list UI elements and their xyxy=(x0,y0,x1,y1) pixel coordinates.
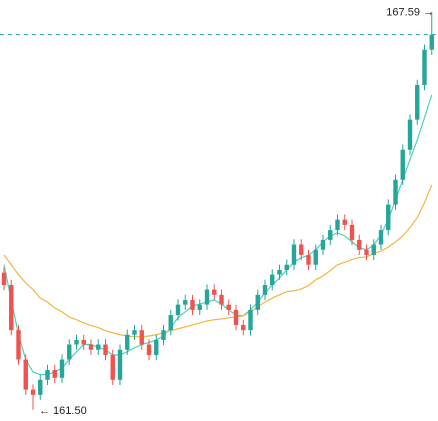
candle-body xyxy=(270,274,275,286)
candle-body xyxy=(1,272,7,286)
candle-body xyxy=(132,330,137,335)
candle-body xyxy=(407,119,413,150)
candle-body xyxy=(291,244,297,265)
candle-body xyxy=(226,304,231,310)
candle-body xyxy=(364,249,369,255)
candle-body xyxy=(371,244,376,255)
candle-body xyxy=(23,359,28,390)
candle-body xyxy=(81,339,86,345)
candle-body xyxy=(415,84,420,120)
candle-body xyxy=(335,219,340,231)
low-label: ← 161.50 xyxy=(39,405,87,417)
high-label: 167.59 → xyxy=(386,7,434,19)
candle-body xyxy=(255,294,260,310)
candle-body xyxy=(168,315,173,331)
candle-body xyxy=(59,359,65,378)
candle-body xyxy=(306,254,311,265)
candle-body xyxy=(328,230,333,240)
candle-body xyxy=(88,344,94,350)
candle-body xyxy=(197,304,202,310)
candle-body xyxy=(110,354,115,380)
candle-body xyxy=(117,349,123,380)
candle-body xyxy=(277,269,282,275)
candle-body xyxy=(248,309,253,331)
candle-body xyxy=(74,339,79,345)
candle-body xyxy=(146,344,152,355)
moving-average xyxy=(3,184,433,338)
candle-body xyxy=(125,334,130,350)
candle-body xyxy=(103,344,108,355)
candle-body xyxy=(262,285,268,295)
candle-body xyxy=(429,34,434,50)
candle-body xyxy=(16,330,21,360)
candle-body xyxy=(212,289,217,295)
candle-body xyxy=(139,330,144,345)
candle-body xyxy=(284,264,289,270)
candle-body xyxy=(400,149,405,180)
candle-body xyxy=(9,285,14,331)
candle-body xyxy=(386,204,391,231)
candle-body xyxy=(45,370,50,380)
candle-body xyxy=(378,230,384,245)
moving-average xyxy=(3,94,433,376)
candle-body xyxy=(320,239,326,250)
candle-body xyxy=(393,179,398,205)
candle-body xyxy=(299,244,304,255)
candle-body xyxy=(52,370,57,378)
candle-body xyxy=(96,344,101,350)
candle-body xyxy=(342,219,347,225)
candle-body xyxy=(67,344,72,360)
candle-body xyxy=(175,304,181,316)
candle-body xyxy=(241,324,246,331)
candle-body xyxy=(204,289,210,305)
candle-body xyxy=(190,300,195,310)
candle-body xyxy=(30,389,36,395)
candle-body xyxy=(422,49,427,85)
candle-body xyxy=(183,300,188,305)
candle-body xyxy=(233,309,239,325)
candle-body xyxy=(38,379,43,395)
candle-body xyxy=(357,239,362,250)
candle-body xyxy=(161,330,166,340)
candle-body xyxy=(219,294,224,305)
candle-body xyxy=(349,224,355,240)
candle-body xyxy=(154,339,159,355)
candle-body xyxy=(313,249,318,265)
